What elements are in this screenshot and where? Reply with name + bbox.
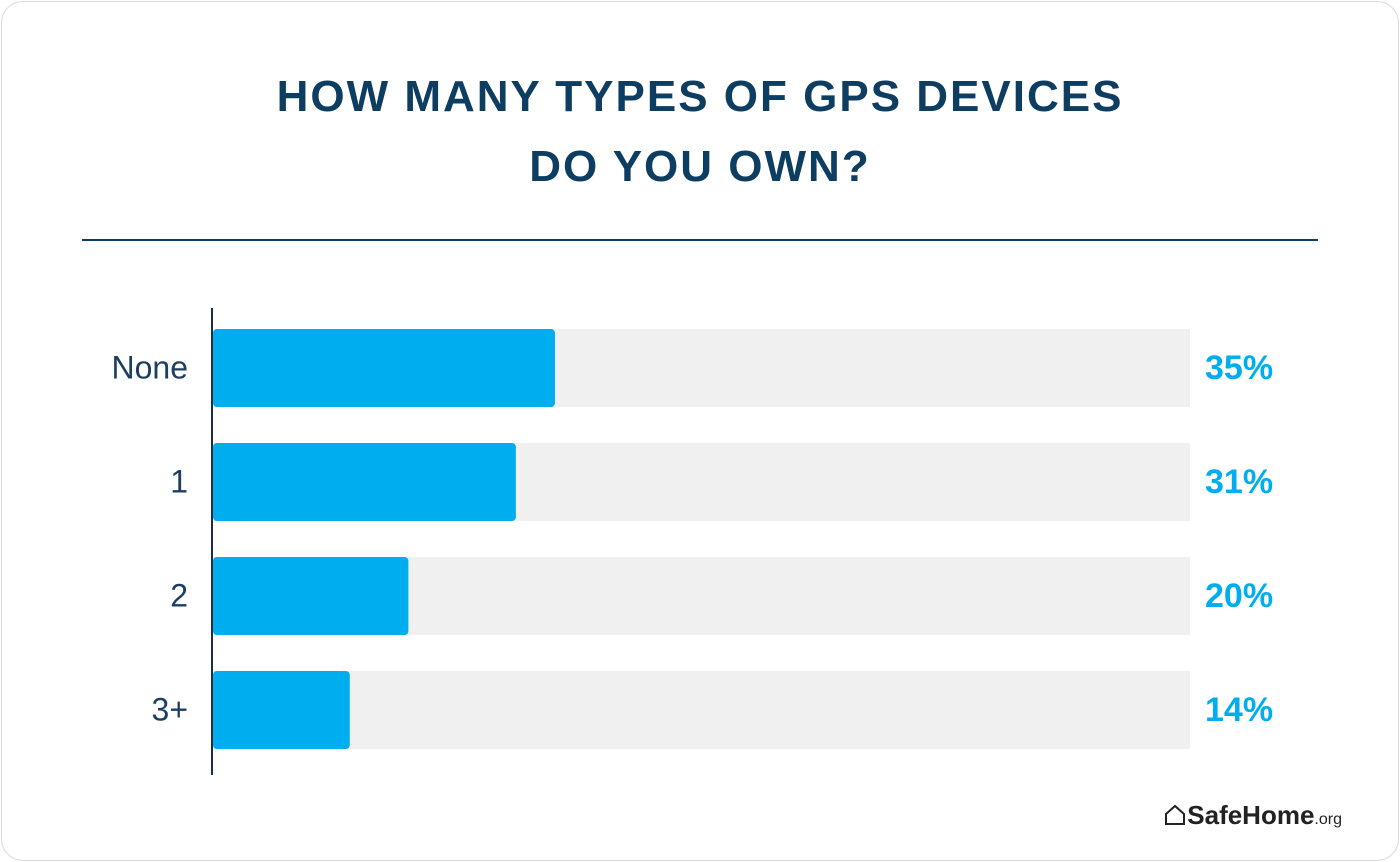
bar [213, 557, 409, 635]
brand-name: SafeHome [1187, 800, 1315, 830]
bar [213, 329, 555, 407]
bar [213, 443, 516, 521]
value-label: 20% [1205, 577, 1273, 615]
bar [213, 671, 350, 749]
value-label: 35% [1205, 349, 1273, 387]
brand: SafeHome.org [1163, 800, 1342, 831]
bar-track [213, 671, 1190, 749]
category-label: None [112, 349, 189, 385]
brand-suffix: .org [1314, 811, 1342, 828]
category-label: 2 [170, 577, 188, 613]
category-label: 1 [170, 463, 188, 499]
brand-icon [1165, 804, 1186, 825]
value-label: 31% [1205, 463, 1273, 501]
chart-title: HOW MANY TYPES OF GPS DEVICES DO YOU OWN… [276, 72, 1124, 191]
value-label: 14% [1205, 691, 1273, 729]
category-label: 3+ [152, 691, 188, 727]
